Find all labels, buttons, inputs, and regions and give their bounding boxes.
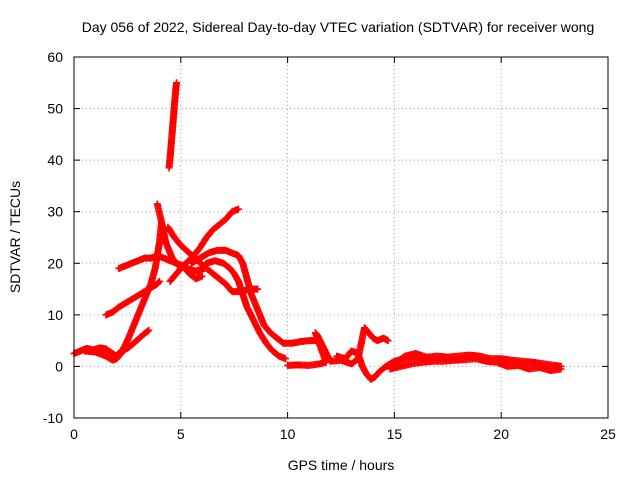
- series-tail-low: [284, 324, 392, 369]
- y-tick-label: 0: [55, 358, 63, 374]
- data-point: [557, 365, 565, 373]
- y-tick-label: 20: [47, 255, 63, 271]
- series-tail-flat-2: [386, 355, 565, 375]
- data-points: [70, 79, 565, 383]
- data-point: [145, 326, 153, 334]
- y-tick-label: 30: [47, 204, 63, 220]
- data-point: [173, 79, 181, 87]
- series-arc-g: [115, 252, 206, 283]
- x-tick-label: 25: [600, 426, 616, 442]
- x-tick-label: 0: [70, 426, 78, 442]
- y-tick-label: 10: [47, 307, 63, 323]
- series-scatter-isolated: [102, 277, 163, 319]
- chart-title: Day 056 of 2022, Sidereal Day-to-day VTE…: [82, 19, 595, 35]
- data-point: [198, 272, 206, 280]
- data-point: [384, 337, 392, 345]
- data-point: [281, 355, 289, 363]
- y-tick-label: -10: [43, 410, 63, 426]
- y-tick-label: 40: [47, 152, 63, 168]
- y-tick-label: 50: [47, 101, 63, 117]
- data-point: [234, 205, 242, 213]
- series-baseline-early: [70, 326, 153, 360]
- data-point: [155, 277, 163, 285]
- y-axis-label: SDTVAR / TECUs: [7, 181, 23, 293]
- x-tick-label: 5: [177, 426, 185, 442]
- x-tick-label: 20: [493, 426, 509, 442]
- y-tick-label: 60: [47, 49, 63, 65]
- x-tick-label: 10: [280, 426, 296, 442]
- series-spike: [165, 79, 181, 172]
- plot-border: [73, 56, 609, 419]
- data-point: [144, 327, 152, 335]
- x-axis-label: GPS time / hours: [288, 457, 395, 473]
- axis-ticks: 0 5 10 15 20 25 -10 0 10 20 30 40 50 60: [43, 49, 616, 442]
- data-point: [254, 285, 262, 293]
- series-arc-e: [187, 246, 319, 347]
- series-arc-f: [194, 257, 289, 363]
- x-tick-label: 15: [387, 426, 403, 442]
